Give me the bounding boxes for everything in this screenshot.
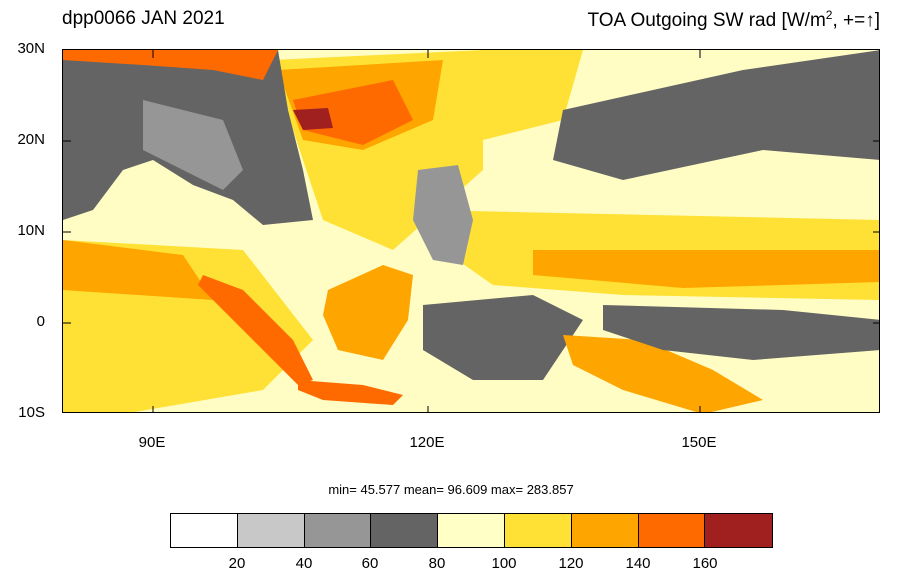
lat-label-30n: 30N [17, 40, 45, 57]
map-field-svg [63, 50, 879, 412]
lat-label-20n: 20N [17, 131, 45, 148]
colorbar-box-5 [438, 514, 505, 547]
land-indochina-light [143, 100, 243, 190]
colorbar-box-2 [237, 514, 305, 547]
colorbar-label-100: 100 [491, 555, 517, 572]
colorbar-box-6 [504, 514, 572, 547]
dark-red-china [293, 108, 333, 130]
colorbar-box-9 [705, 514, 773, 547]
chart-title-left: dpp0066 JAN 2021 [62, 8, 225, 29]
dark-patch-pacific-south [603, 305, 879, 360]
yellow-north-pacific [483, 50, 583, 140]
unit-exponent: 2 [825, 8, 833, 22]
lon-label-150e: 150E [681, 434, 717, 451]
land-sulawesi-region [423, 295, 583, 380]
colorbar-label-80: 80 [428, 555, 446, 572]
orange-indian-ocean [63, 240, 213, 300]
colorbar-label-140: 140 [625, 555, 651, 572]
colorbar-label-120: 120 [558, 555, 584, 572]
colorbar-label-60: 60 [361, 555, 379, 572]
lon-label-120e: 120E [409, 434, 445, 451]
lat-label-0: 0 [36, 313, 45, 330]
colorbar-label-20: 20 [228, 555, 246, 572]
colorbar-label-160: 160 [692, 555, 718, 572]
tick-marks [63, 50, 879, 412]
land-sumatra [198, 275, 313, 385]
himalaya-orange [63, 50, 278, 80]
land-java [298, 380, 403, 405]
colorbar-box-1 [171, 514, 238, 547]
lat-label-10s: 10S [18, 404, 45, 421]
dark-patch-north-pacific [553, 50, 879, 180]
lon-label-90e: 90E [138, 434, 166, 451]
colorbar-box-4 [371, 514, 439, 547]
direction-note: , +=↑] [832, 10, 880, 31]
dark-orange-china [293, 80, 413, 145]
colorbar-box-7 [571, 514, 639, 547]
chart-title-right: TOA Outgoing SW rad [W/m2, +=↑] [588, 8, 881, 32]
land-borneo [323, 265, 413, 360]
field-statistics: min= 45.577 mean= 96.609 max= 283.857 [328, 482, 574, 497]
orange-band-pacific [533, 250, 879, 288]
map-plot-area [62, 49, 880, 413]
colorbar-label-40: 40 [295, 555, 313, 572]
lat-label-10n: 10N [17, 222, 45, 239]
colorbar-box-3 [304, 514, 372, 547]
colorbar-box-8 [638, 514, 706, 547]
colorbar [170, 513, 774, 548]
land-new-guinea [563, 335, 763, 412]
variable-name: TOA Outgoing SW rad [W/m [587, 10, 826, 31]
land-philippines [413, 165, 473, 265]
